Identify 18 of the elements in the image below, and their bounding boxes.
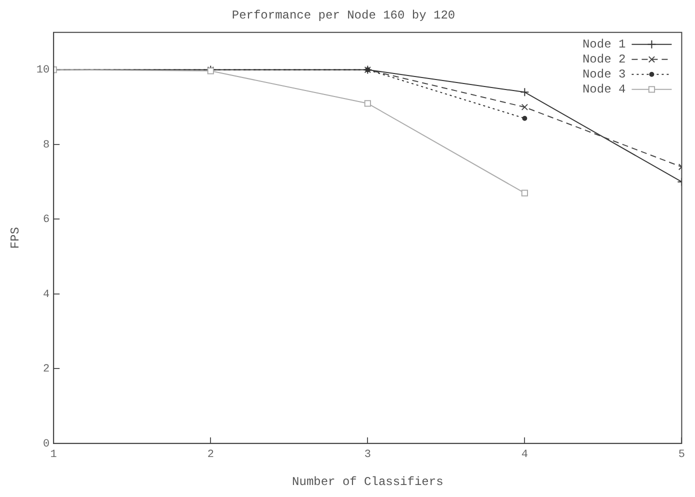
- x-tick-label: 3: [364, 448, 371, 461]
- y-tick-label: 2: [42, 364, 50, 376]
- x-tick-label: 1: [50, 448, 58, 461]
- chart-title: Performance per Node 160 by 120: [232, 8, 456, 22]
- y-tick-label: 6: [42, 214, 50, 226]
- x-tick-label: 2: [207, 448, 214, 461]
- legend-label: Node 1: [582, 38, 626, 52]
- x-tick-label: 5: [678, 448, 686, 461]
- legend-label: Node 4: [582, 82, 626, 97]
- x-tick-label: 4: [521, 448, 528, 461]
- y-tick-label: 4: [42, 288, 50, 301]
- legend-label: Node 3: [582, 68, 626, 82]
- y-axis-title: FPS: [8, 227, 22, 249]
- x-axis-title: Number of Classifiers: [292, 474, 444, 489]
- y-tick-label: 10: [36, 64, 50, 77]
- y-tick-label: 8: [42, 139, 50, 152]
- y-tick-label: 0: [42, 438, 50, 450]
- legend-label: Node 2: [582, 52, 626, 67]
